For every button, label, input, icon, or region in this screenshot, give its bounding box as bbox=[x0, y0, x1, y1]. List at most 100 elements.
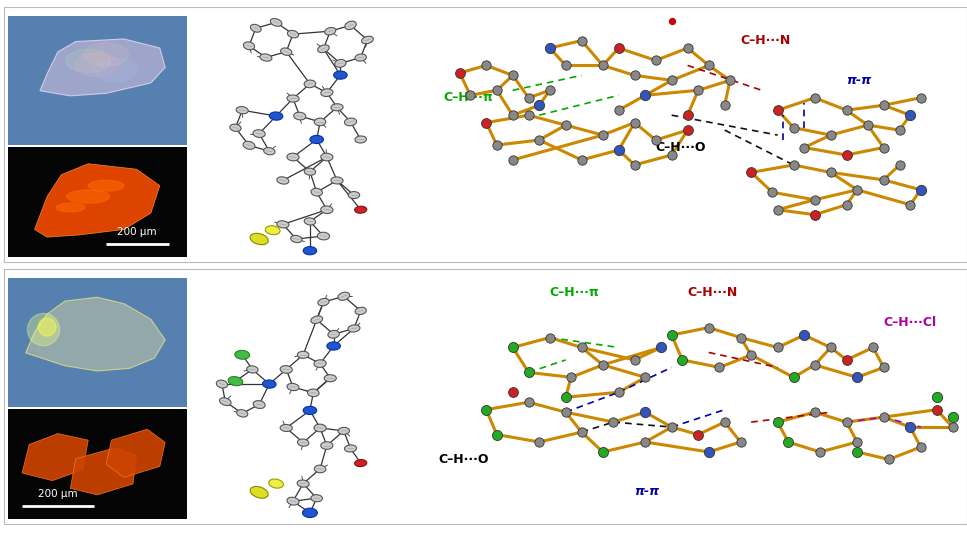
Point bbox=[654, 343, 669, 352]
Ellipse shape bbox=[93, 58, 137, 82]
Text: π-π: π-π bbox=[634, 485, 659, 498]
Text: C–H···O: C–H···O bbox=[656, 141, 706, 154]
Text: C–H···N: C–H···N bbox=[741, 34, 791, 47]
Point bbox=[664, 331, 680, 339]
Point bbox=[489, 86, 505, 95]
Point bbox=[770, 343, 785, 352]
Ellipse shape bbox=[317, 232, 330, 240]
Point bbox=[521, 94, 537, 102]
Ellipse shape bbox=[270, 112, 282, 120]
Ellipse shape bbox=[314, 424, 326, 432]
Point bbox=[452, 68, 467, 77]
Ellipse shape bbox=[66, 49, 110, 73]
Ellipse shape bbox=[311, 188, 322, 196]
Ellipse shape bbox=[314, 360, 326, 368]
Ellipse shape bbox=[67, 190, 109, 203]
Ellipse shape bbox=[355, 136, 366, 143]
Point bbox=[611, 44, 627, 52]
Ellipse shape bbox=[321, 153, 333, 161]
Point bbox=[558, 408, 573, 416]
Point bbox=[876, 413, 892, 422]
Point bbox=[542, 44, 558, 52]
Ellipse shape bbox=[324, 374, 337, 382]
Point bbox=[479, 118, 494, 127]
Ellipse shape bbox=[27, 314, 60, 346]
Point bbox=[505, 388, 520, 396]
Point bbox=[627, 118, 642, 127]
Point bbox=[680, 111, 695, 119]
Point bbox=[479, 61, 494, 70]
Ellipse shape bbox=[287, 384, 299, 391]
Point bbox=[611, 106, 627, 114]
Ellipse shape bbox=[304, 406, 317, 415]
Point bbox=[945, 423, 960, 431]
Ellipse shape bbox=[314, 118, 326, 126]
Ellipse shape bbox=[264, 148, 275, 155]
Point bbox=[812, 448, 828, 456]
Point bbox=[664, 423, 680, 431]
Point bbox=[611, 146, 627, 154]
Point bbox=[865, 343, 881, 352]
Point bbox=[823, 131, 838, 139]
Ellipse shape bbox=[237, 410, 248, 417]
Point bbox=[701, 61, 717, 70]
Ellipse shape bbox=[355, 54, 366, 61]
Point bbox=[717, 418, 732, 426]
Point bbox=[838, 418, 854, 426]
Point bbox=[876, 175, 892, 184]
Ellipse shape bbox=[277, 177, 289, 184]
Ellipse shape bbox=[280, 424, 292, 432]
Point bbox=[733, 438, 748, 446]
Ellipse shape bbox=[74, 53, 120, 77]
Point bbox=[838, 151, 854, 159]
Ellipse shape bbox=[328, 331, 339, 338]
Point bbox=[770, 106, 785, 114]
Point bbox=[913, 442, 928, 451]
Point bbox=[902, 201, 918, 209]
Ellipse shape bbox=[277, 221, 289, 228]
Point bbox=[913, 94, 928, 102]
Ellipse shape bbox=[280, 365, 292, 373]
Ellipse shape bbox=[253, 130, 265, 137]
Point bbox=[786, 373, 802, 381]
Point bbox=[690, 86, 706, 95]
Point bbox=[595, 131, 610, 139]
Point bbox=[605, 418, 621, 426]
Ellipse shape bbox=[310, 316, 323, 324]
Point bbox=[786, 124, 802, 132]
Ellipse shape bbox=[260, 54, 272, 61]
Point bbox=[680, 44, 695, 52]
Ellipse shape bbox=[250, 24, 261, 32]
Ellipse shape bbox=[220, 398, 231, 406]
Point bbox=[563, 373, 578, 381]
Point bbox=[823, 168, 838, 177]
Ellipse shape bbox=[297, 480, 309, 487]
Ellipse shape bbox=[250, 486, 268, 498]
Ellipse shape bbox=[287, 497, 299, 505]
Ellipse shape bbox=[236, 106, 249, 114]
Point bbox=[823, 343, 838, 352]
Ellipse shape bbox=[327, 342, 340, 350]
Point bbox=[532, 101, 547, 110]
Point bbox=[648, 56, 663, 65]
Point bbox=[558, 393, 573, 401]
Polygon shape bbox=[40, 39, 165, 96]
Ellipse shape bbox=[265, 226, 280, 235]
Point bbox=[664, 17, 680, 25]
Point bbox=[797, 143, 812, 152]
Ellipse shape bbox=[88, 180, 124, 191]
Point bbox=[664, 76, 680, 85]
Point bbox=[521, 398, 537, 407]
Ellipse shape bbox=[345, 21, 356, 29]
Polygon shape bbox=[71, 448, 136, 495]
Point bbox=[701, 448, 717, 456]
Ellipse shape bbox=[235, 350, 249, 359]
Ellipse shape bbox=[287, 30, 299, 38]
Point bbox=[913, 186, 928, 194]
Point bbox=[929, 406, 945, 414]
Polygon shape bbox=[35, 164, 160, 237]
Point bbox=[637, 91, 653, 100]
Point bbox=[797, 331, 812, 339]
Point bbox=[876, 143, 892, 152]
Polygon shape bbox=[26, 297, 165, 371]
